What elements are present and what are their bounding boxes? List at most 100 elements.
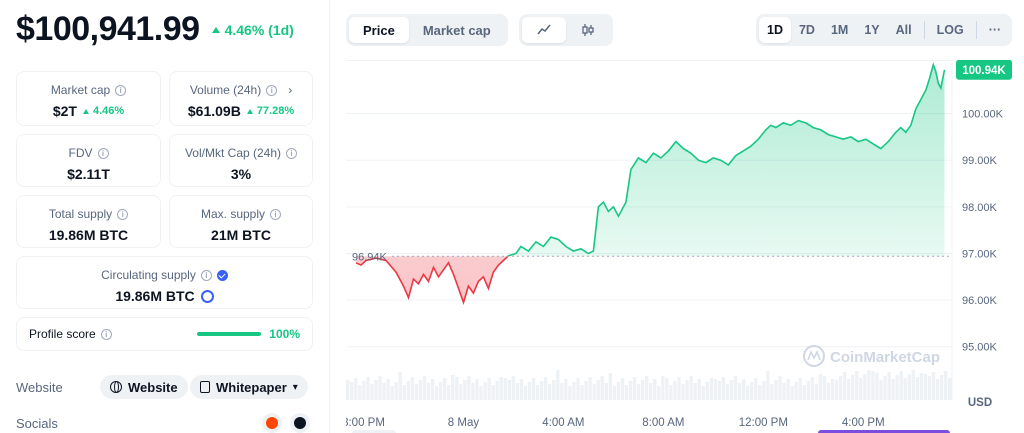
volume-label: Volume (24h)	[189, 83, 262, 97]
globe-icon	[110, 381, 122, 393]
volume-bar	[560, 383, 564, 400]
volume-bar	[709, 378, 714, 400]
y-tick-label: 100.00K	[962, 109, 1004, 121]
volume-bar	[798, 378, 802, 400]
chart-type-toggle	[519, 14, 613, 46]
whitepaper-dropdown[interactable]: Whitepaper ▾	[190, 375, 308, 399]
tab-market-cap[interactable]: Market cap	[422, 22, 491, 38]
volume-bar	[762, 381, 766, 400]
volume-bar	[592, 384, 596, 400]
volume-card[interactable]: Volume (24h) i › $61.09B 77.28%	[169, 71, 313, 126]
range-slider-left-handle[interactable]	[352, 430, 396, 433]
volume-bar	[834, 380, 839, 400]
info-icon[interactable]: i	[97, 147, 109, 159]
info-icon[interactable]: i	[115, 84, 127, 96]
max-supply-label: Max. supply	[200, 207, 266, 221]
volume-bar	[604, 383, 608, 400]
volume-bar	[451, 375, 455, 400]
volume-bar	[543, 377, 548, 400]
line-chart-icon[interactable]	[522, 17, 566, 43]
volume-bar	[636, 384, 641, 400]
area-fill-down	[356, 256, 945, 303]
volume-bar	[935, 379, 940, 400]
volume-bar	[701, 386, 705, 400]
volume-bar	[442, 378, 447, 400]
socials-row-label: Socials	[16, 416, 58, 431]
volume-bar	[717, 381, 722, 400]
volume-bar	[564, 379, 568, 400]
vol-mkt-cap-value: 3%	[230, 166, 252, 182]
volume-bar	[810, 377, 815, 400]
website-button[interactable]: Website	[100, 375, 188, 399]
volume-bar	[770, 384, 774, 400]
info-icon[interactable]: i	[100, 328, 112, 340]
volume-bar	[483, 382, 487, 400]
vol-mkt-cap-label: Vol/Mkt Cap (24h)	[184, 146, 282, 160]
volume-bar	[871, 371, 875, 400]
volume-bar	[826, 383, 831, 400]
price-line-up	[506, 62, 946, 257]
y-tick-label: 99.00K	[962, 155, 998, 167]
volume-bar	[923, 374, 928, 400]
total-supply-card: Total supply i 19.86M BTC	[16, 195, 161, 248]
coin-stats-panel: $100,941.99 4.46% (1d) Market cap i $2T 4.…	[0, 0, 330, 433]
range-all[interactable]: All	[895, 23, 912, 37]
volume-bar	[822, 376, 827, 400]
info-icon[interactable]: i	[200, 269, 212, 281]
volume-bar	[459, 384, 463, 400]
tab-price[interactable]: Price	[349, 17, 409, 43]
whitepaper-button-label: Whitepaper	[216, 379, 287, 395]
info-icon[interactable]: i	[270, 208, 282, 220]
profile-score-bar	[197, 332, 262, 336]
fdv-value: $2.11T	[67, 166, 110, 182]
volume-bar	[382, 383, 386, 400]
volume-bar	[556, 370, 560, 400]
volume-bar	[895, 375, 899, 400]
market-cap-card[interactable]: Market cap i $2T 4.46%	[16, 71, 161, 126]
circulating-supply-value: 19.86M BTC	[115, 288, 195, 304]
range-1y[interactable]: 1Y	[864, 23, 880, 37]
candlestick-icon[interactable]	[566, 17, 610, 43]
volume-bar	[406, 381, 411, 400]
volume-bar	[519, 379, 524, 400]
volume-bar	[713, 379, 718, 400]
range-1m[interactable]: 1M	[830, 23, 849, 37]
chevron-right-icon[interactable]: ›	[288, 83, 293, 97]
supply-progress-ring-icon	[200, 289, 214, 303]
price-chart[interactable]: CoinMarketCap 96.94K 95.00K96.00K97.00K9…	[346, 60, 1024, 433]
volume-bar	[665, 378, 669, 400]
volume-bar	[657, 386, 661, 400]
market-cap-label: Market cap	[50, 83, 111, 97]
volume-bar	[661, 376, 665, 400]
volume-bar	[511, 376, 516, 400]
volume-bar	[883, 376, 887, 400]
volume-bar	[588, 377, 592, 400]
github-icon[interactable]	[290, 413, 310, 433]
volume-bar	[733, 376, 738, 400]
range-7d[interactable]: 7D	[798, 23, 815, 37]
volume-bar	[374, 380, 378, 400]
volume-bar	[608, 373, 613, 400]
volume-bar	[527, 382, 532, 400]
volume-bar	[802, 385, 806, 400]
reddit-icon[interactable]	[262, 413, 282, 433]
volume-bar	[741, 379, 746, 400]
log-scale-button[interactable]: LOG	[936, 23, 964, 37]
range-slider-selection[interactable]	[818, 430, 950, 433]
x-axis: 8:00 PM 8 May 4:00 AM 8:00 AM 12:00 PM 4:00 P…	[346, 417, 885, 429]
volume-bar	[927, 376, 932, 400]
volume-bar	[580, 385, 584, 400]
current-price-tag: 100.94K	[956, 60, 1012, 80]
volume-bar	[915, 377, 920, 400]
info-icon[interactable]: i	[286, 147, 298, 159]
volume-bar	[640, 380, 645, 400]
watermark-text: CoinMarketCap	[830, 349, 940, 366]
volume-bar	[778, 376, 782, 400]
more-options-icon[interactable]: ···	[988, 23, 1002, 37]
volume-bar	[596, 380, 600, 400]
range-1d[interactable]: 1D	[759, 17, 791, 43]
volume-bar	[818, 374, 823, 400]
volume-bar	[491, 385, 495, 400]
info-icon[interactable]: i	[266, 84, 278, 96]
info-icon[interactable]: i	[117, 208, 129, 220]
